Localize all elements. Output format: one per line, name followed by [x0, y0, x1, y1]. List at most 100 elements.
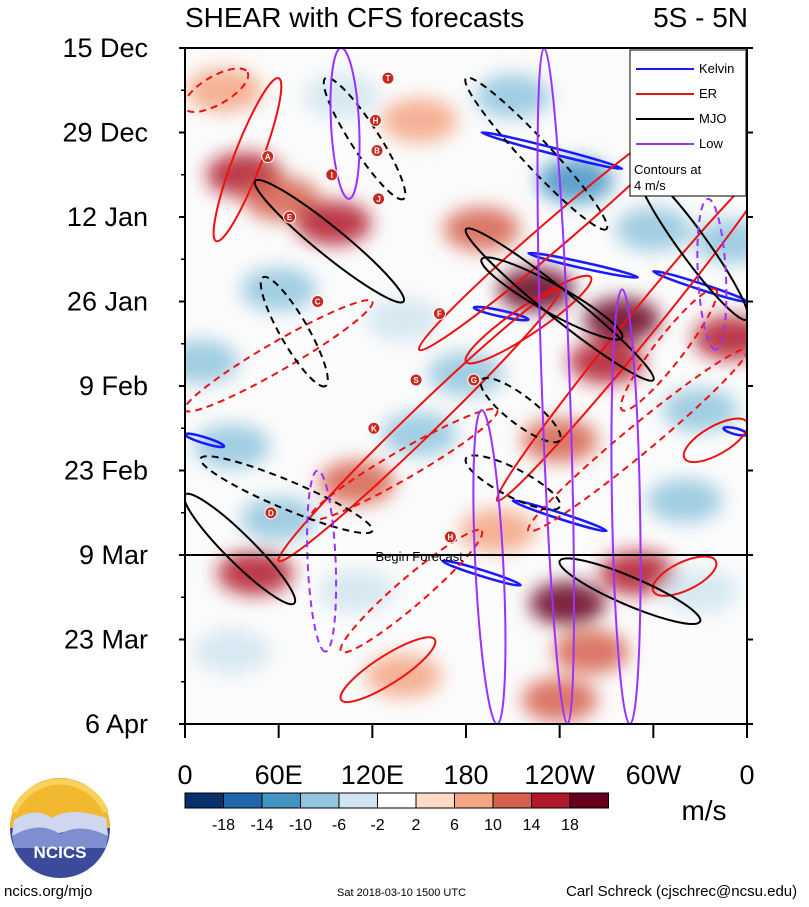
x-tick-label-6: 0: [739, 760, 754, 790]
y-tick-label-8: 6 Apr: [85, 709, 148, 739]
colorbar-tick-label-7: 10: [484, 817, 502, 834]
contour-mjo-dashed-5: [479, 376, 562, 444]
colorbar-swatch-1: [223, 792, 263, 809]
storm-label-9: S: [413, 376, 419, 385]
contour-mjo-dashed-3: [464, 454, 562, 511]
colorbar-swatch-9: [531, 792, 571, 809]
storm-label-0: T: [385, 74, 390, 83]
x-tick-label-2: 120E: [341, 760, 404, 790]
contour-kelvin-solid-6: [185, 432, 226, 449]
storm-label-13: H: [447, 533, 453, 542]
colorbar-tick-label-9: 18: [561, 817, 579, 834]
storm-label-3: A: [265, 153, 271, 162]
legend-label-kelvin: Kelvin: [699, 61, 734, 76]
legend-note-line2: 4 m/s: [634, 178, 666, 193]
anomaly-patch-33: [443, 207, 520, 252]
y-tick-label-5: 23 Feb: [64, 456, 148, 486]
contour-er-dashed-4: [619, 287, 719, 412]
anomaly-patch-19: [193, 424, 270, 469]
colorbar-swatch-6: [415, 792, 455, 809]
anomaly-patch-14: [693, 219, 747, 264]
anomaly-patch-35: [646, 478, 723, 523]
legend: Kelvin ER MJO Low Contours at 4 m/s: [629, 49, 747, 197]
contour-mjo-dashed-1: [259, 275, 329, 388]
anomaly-patch-13: [615, 207, 692, 252]
storm-marker-9: S: [409, 373, 423, 387]
contour-er-solid-4: [464, 274, 593, 365]
x-tick-label-4: 120W: [524, 760, 595, 790]
footer-url[interactable]: ncics.org/mjo: [4, 883, 93, 900]
colorbar-swatch-4: [338, 792, 378, 809]
storm-label-11: K: [371, 424, 377, 433]
storm-marker-1: H: [368, 113, 382, 127]
anomaly-patch-27: [599, 551, 676, 596]
storm-label-10: G: [471, 376, 477, 385]
anomaly-patch-31: [193, 629, 270, 674]
contour-mjo-solid-1: [464, 227, 655, 382]
y-tick-label-7: 23 Mar: [64, 625, 148, 655]
colorbar: -18 -14 -10 -6 -2 2 6 10 14 18: [184, 792, 609, 834]
forecast-label: Begin Forecast: [375, 549, 463, 564]
anomaly-patch-21: [662, 388, 739, 433]
x-tick-label-0: 0: [177, 760, 192, 790]
anomaly-patch-3: [295, 201, 372, 246]
colorbar-swatch-10: [569, 792, 609, 809]
storm-label-12: D: [268, 509, 274, 518]
contour-er-solid-6: [339, 636, 437, 704]
x-tick-label-5: 60W: [626, 760, 682, 790]
colorbar-unit: m/s: [681, 795, 726, 826]
x-tick-label-1: 60E: [255, 760, 303, 790]
colorbar-tick-label-1: -14: [250, 817, 273, 834]
contour-er-solid-3: [277, 288, 562, 563]
storm-marker-5: J: [372, 192, 386, 206]
anomaly-patch-2: [243, 176, 320, 221]
contour-low-dashed-0: [306, 469, 338, 653]
chart-region: 5S - 5N: [653, 2, 748, 33]
storm-label-4: I: [331, 171, 333, 180]
storm-marker-8: F: [432, 307, 446, 321]
y-tick-label-4: 9 Feb: [79, 371, 148, 401]
chart-title: SHEAR with CFS forecasts: [185, 2, 524, 33]
contour-mjo-solid-4: [558, 557, 702, 626]
contour-low-solid-1: [610, 288, 642, 724]
anomaly-patch-11: [584, 297, 661, 342]
storm-marker-11: K: [367, 421, 381, 435]
colorbar-swatch-7: [454, 792, 494, 809]
contour-er-solid-0: [212, 77, 283, 243]
anomaly-patch-23: [459, 508, 536, 553]
anomaly-patch-4: [240, 267, 317, 312]
x-axis: 0 60E 120E 180 120W 60W 0: [177, 724, 755, 790]
contour-mjo-dashed-4: [322, 76, 407, 201]
storm-marker-7: C: [311, 295, 325, 308]
storm-marker-6: E: [283, 210, 297, 224]
colorbar-tick-label-2: -10: [289, 817, 312, 834]
anomaly-patch-15: [693, 315, 747, 360]
storm-marker-3: A: [261, 150, 275, 164]
anomaly-patch-34: [365, 297, 442, 342]
storm-marker-2: B: [370, 144, 384, 158]
contour-mjo-solid-3: [185, 492, 297, 606]
legend-note-line1: Contours at: [634, 162, 702, 177]
y-axis: 15 Dec 29 Dec 12 Jan 26 Jan 9 Feb 23 Feb 9 Mar…: [62, 33, 753, 739]
storm-label-6: E: [287, 213, 293, 222]
anomaly-patch-6: [303, 74, 380, 119]
contour-kelvin-solid-5: [441, 559, 522, 587]
shear-anomaly-field: [185, 68, 747, 722]
anomaly-patch-9: [537, 158, 614, 203]
colorbar-tick-label-3: -6: [332, 817, 346, 834]
contour-kelvin-solid-0: [480, 131, 624, 171]
anomaly-patch-12: [568, 339, 645, 384]
storm-marker-10: G: [467, 373, 481, 387]
anomaly-patch-28: [217, 551, 294, 596]
storm-markers: T H B A I J E C F S G K D H: [261, 71, 481, 544]
storm-label-1: H: [373, 116, 379, 125]
storm-marker-4: I: [325, 168, 339, 182]
contour-er-dashed-0: [185, 299, 374, 413]
y-tick-label-1: 29 Dec: [62, 118, 148, 148]
anomaly-patch-24: [529, 581, 606, 626]
anomaly-patch-32: [662, 569, 739, 614]
colorbar-tick-label-5: 2: [412, 817, 421, 834]
contour-mjo-solid-0: [253, 178, 406, 304]
contour-er-dashed-5: [339, 528, 484, 654]
